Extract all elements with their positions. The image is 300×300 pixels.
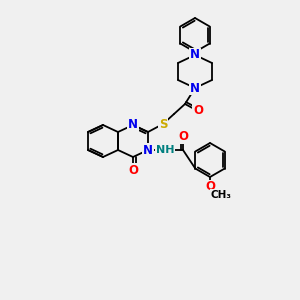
- Text: O: O: [205, 181, 215, 194]
- Text: CH₃: CH₃: [211, 190, 232, 200]
- Text: O: O: [178, 130, 188, 143]
- Text: N: N: [190, 49, 200, 62]
- Text: S: S: [159, 118, 167, 130]
- Text: N: N: [190, 82, 200, 94]
- Text: N: N: [128, 118, 138, 131]
- Text: NH: NH: [156, 145, 174, 155]
- Text: N: N: [143, 143, 153, 157]
- Text: O: O: [128, 164, 138, 176]
- Text: O: O: [193, 104, 203, 118]
